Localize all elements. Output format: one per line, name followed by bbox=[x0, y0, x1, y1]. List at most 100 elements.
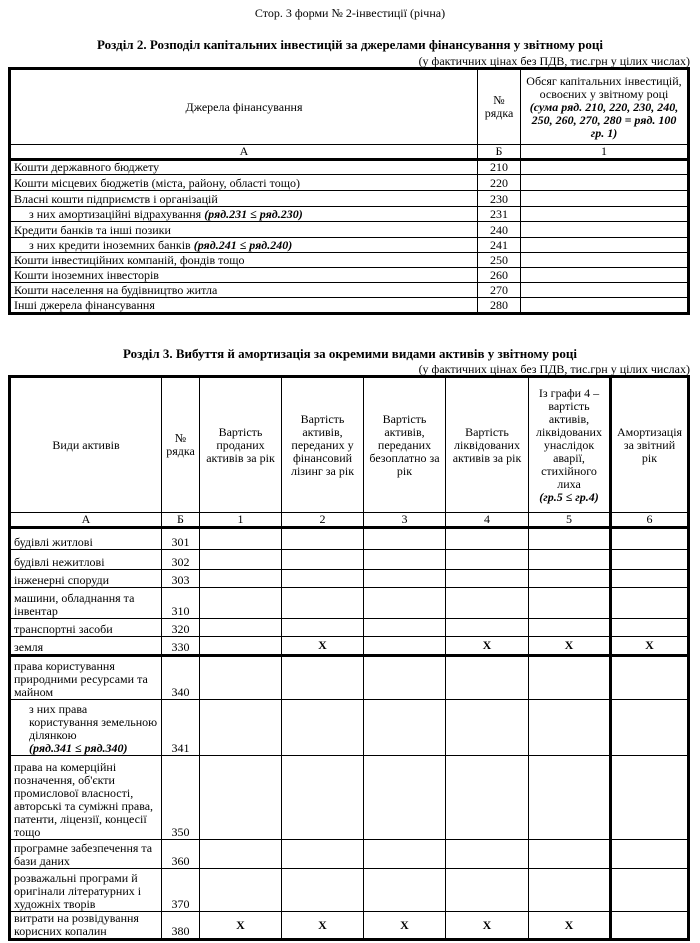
value-cell[interactable] bbox=[363, 549, 446, 570]
value-cell[interactable] bbox=[528, 655, 612, 700]
table-row: транспортні засоби 320 bbox=[9, 618, 689, 637]
table-row: будівлі житлові 301 bbox=[9, 527, 689, 550]
value-cell[interactable] bbox=[281, 655, 364, 700]
value-cell[interactable] bbox=[199, 527, 282, 550]
value-cell[interactable] bbox=[281, 527, 364, 550]
value-cell[interactable] bbox=[520, 206, 689, 222]
value-cell[interactable] bbox=[199, 868, 282, 912]
value-cell[interactable] bbox=[445, 549, 529, 570]
value-cell[interactable] bbox=[610, 911, 689, 940]
value-cell[interactable] bbox=[520, 252, 689, 268]
value-cell[interactable] bbox=[528, 569, 612, 588]
value-cell[interactable] bbox=[281, 755, 364, 840]
col-code: Б bbox=[161, 512, 200, 529]
row-code: 380 bbox=[161, 911, 200, 940]
value-cell[interactable] bbox=[445, 618, 529, 637]
row-code: 303 bbox=[161, 569, 200, 588]
value-cell[interactable] bbox=[528, 527, 612, 550]
row-code: 341 bbox=[161, 699, 200, 756]
col-code: А bbox=[9, 512, 162, 529]
value-cell[interactable] bbox=[281, 839, 364, 869]
value-cell[interactable] bbox=[528, 839, 612, 869]
value-cell[interactable] bbox=[528, 618, 612, 637]
row-label: Інші джерела фінансування bbox=[9, 297, 478, 314]
row-label: з них кредити іноземних банків (ряд.241 … bbox=[9, 237, 478, 253]
value-cell[interactable] bbox=[281, 569, 364, 588]
value-cell[interactable] bbox=[528, 868, 612, 912]
value-cell[interactable] bbox=[363, 655, 446, 700]
value-cell[interactable] bbox=[363, 839, 446, 869]
value-cell[interactable] bbox=[445, 755, 529, 840]
header-source: Джерела фінансування bbox=[9, 68, 478, 145]
value-cell[interactable] bbox=[520, 159, 689, 175]
value-cell[interactable] bbox=[528, 699, 612, 756]
value-cell[interactable] bbox=[363, 755, 446, 840]
value-cell[interactable] bbox=[281, 868, 364, 912]
value-cell[interactable] bbox=[610, 839, 689, 869]
value-cell[interactable] bbox=[445, 868, 529, 912]
value-cell[interactable] bbox=[199, 755, 282, 840]
value-cell[interactable] bbox=[363, 699, 446, 756]
value-cell[interactable] bbox=[610, 699, 689, 756]
section2-units: (у фактичних цінах без ПДВ, тис.грн у ці… bbox=[418, 54, 690, 68]
value-cell[interactable] bbox=[199, 618, 282, 637]
table-row: Кошти місцевих бюджетів (міста, району, … bbox=[9, 174, 689, 191]
row-code: 301 bbox=[161, 527, 200, 550]
value-cell[interactable] bbox=[520, 190, 689, 207]
value-cell[interactable] bbox=[281, 699, 364, 756]
value-cell[interactable] bbox=[610, 755, 689, 840]
value-cell[interactable] bbox=[445, 587, 529, 619]
value-cell[interactable] bbox=[445, 839, 529, 869]
not-applicable-mark: Х bbox=[445, 911, 529, 940]
value-cell[interactable] bbox=[528, 587, 612, 619]
value-cell[interactable] bbox=[520, 297, 689, 314]
value-cell[interactable] bbox=[199, 636, 282, 657]
row-code: 210 bbox=[477, 159, 521, 175]
value-cell[interactable] bbox=[281, 587, 364, 619]
value-cell[interactable] bbox=[520, 237, 689, 253]
row-label: Кредити банків та інші позики bbox=[9, 221, 478, 238]
value-cell[interactable] bbox=[528, 549, 612, 570]
value-cell[interactable] bbox=[363, 636, 446, 657]
value-cell[interactable] bbox=[528, 755, 612, 840]
table-row: програмне забезпечення та бази даних 360 bbox=[9, 839, 689, 869]
code-b: Б bbox=[477, 144, 521, 161]
value-cell[interactable] bbox=[445, 569, 529, 588]
col-code: 2 bbox=[281, 512, 364, 529]
value-cell[interactable] bbox=[610, 549, 689, 570]
value-cell[interactable] bbox=[610, 587, 689, 619]
row-code: 280 bbox=[477, 297, 521, 314]
value-cell[interactable] bbox=[520, 282, 689, 298]
value-cell[interactable] bbox=[363, 587, 446, 619]
value-cell[interactable] bbox=[281, 549, 364, 570]
value-cell[interactable] bbox=[610, 569, 689, 588]
value-cell[interactable] bbox=[199, 549, 282, 570]
row-label: з них права користування земельною ділян… bbox=[9, 699, 162, 756]
value-cell[interactable] bbox=[520, 221, 689, 238]
value-cell[interactable] bbox=[610, 527, 689, 550]
value-cell[interactable] bbox=[199, 569, 282, 588]
value-cell[interactable] bbox=[445, 699, 529, 756]
value-cell[interactable] bbox=[520, 174, 689, 191]
value-cell[interactable] bbox=[445, 655, 529, 700]
value-cell[interactable] bbox=[445, 527, 529, 550]
value-cell[interactable] bbox=[199, 839, 282, 869]
row-label: Власні кошти підприємств і організацій bbox=[9, 190, 478, 207]
not-applicable-mark: Х bbox=[199, 911, 282, 940]
value-cell[interactable] bbox=[520, 267, 689, 283]
value-cell[interactable] bbox=[363, 569, 446, 588]
value-cell[interactable] bbox=[199, 699, 282, 756]
value-cell[interactable] bbox=[281, 618, 364, 637]
value-cell[interactable] bbox=[610, 618, 689, 637]
value-cell[interactable] bbox=[199, 655, 282, 700]
row-code: 250 bbox=[477, 252, 521, 268]
row-code: 230 bbox=[477, 190, 521, 207]
value-cell[interactable] bbox=[199, 587, 282, 619]
value-cell[interactable] bbox=[363, 868, 446, 912]
value-cell[interactable] bbox=[610, 868, 689, 912]
table-row: будівлі нежитлові 302 bbox=[9, 549, 689, 570]
section3-units: (у фактичних цінах без ПДВ, тис.грн у ці… bbox=[418, 362, 690, 376]
value-cell[interactable] bbox=[363, 527, 446, 550]
value-cell[interactable] bbox=[610, 655, 689, 700]
value-cell[interactable] bbox=[363, 618, 446, 637]
